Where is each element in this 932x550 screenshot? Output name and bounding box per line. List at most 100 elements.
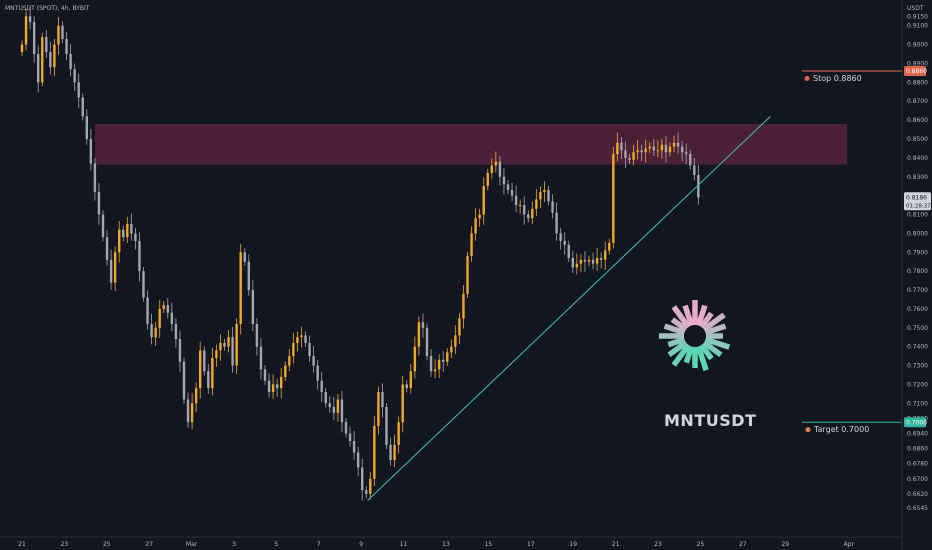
candle-body bbox=[344, 422, 348, 434]
time-tick-label: 17 bbox=[527, 541, 535, 548]
candle-body bbox=[275, 384, 279, 389]
candle-body bbox=[450, 346, 453, 353]
candle bbox=[239, 243, 242, 335]
candle bbox=[405, 380, 408, 393]
price-tick-label: 0.6780 bbox=[907, 461, 928, 468]
candle-body bbox=[442, 359, 445, 362]
candle-body bbox=[555, 212, 558, 234]
candle-body bbox=[498, 161, 502, 177]
candle bbox=[421, 313, 425, 338]
candle bbox=[676, 132, 680, 154]
candle-body bbox=[154, 327, 157, 338]
candle-body bbox=[446, 352, 449, 362]
price-tick-label: 0.8100 bbox=[907, 212, 928, 219]
candle bbox=[640, 144, 643, 161]
candle-body bbox=[89, 138, 93, 164]
candle-body bbox=[648, 146, 651, 149]
candle bbox=[69, 43, 72, 77]
stop-icon bbox=[804, 76, 810, 82]
candle-body bbox=[393, 444, 396, 460]
candle-body bbox=[231, 337, 234, 366]
candle bbox=[28, 6, 32, 30]
candle bbox=[356, 446, 360, 477]
candle-body bbox=[77, 82, 80, 98]
candle bbox=[344, 418, 348, 438]
stop-level-label: Stop 0.8860 bbox=[813, 74, 862, 83]
time-axis: 21 23 25 27 Mar 3 5 7 9 11 13 15 17 19 21 23 25 27 29 Apr bbox=[18, 541, 854, 548]
candle-body bbox=[494, 161, 498, 166]
candle bbox=[284, 361, 287, 382]
candle-body bbox=[478, 214, 481, 219]
candle-body bbox=[101, 214, 105, 238]
candle-body bbox=[563, 240, 566, 245]
candle bbox=[531, 201, 534, 224]
candle bbox=[288, 348, 291, 372]
candle-body bbox=[85, 116, 88, 139]
candle bbox=[486, 168, 489, 191]
logo-segment bbox=[667, 336, 686, 348]
candle bbox=[385, 402, 388, 450]
candle-body bbox=[689, 154, 692, 166]
target-price-badge bbox=[904, 417, 926, 428]
candle-body bbox=[547, 189, 550, 202]
candle-body bbox=[32, 21, 36, 55]
candle bbox=[567, 240, 570, 263]
candle-body bbox=[417, 322, 421, 347]
candle-body bbox=[685, 152, 688, 155]
last-price-label: 0.8186 bbox=[906, 194, 927, 201]
candle-body bbox=[490, 165, 493, 173]
candle bbox=[32, 16, 36, 63]
candle bbox=[535, 189, 538, 217]
candle bbox=[446, 348, 449, 366]
target-level-label: Target 0.7000 bbox=[813, 425, 869, 434]
candle-body bbox=[288, 356, 291, 366]
candle bbox=[689, 149, 692, 170]
candle-body bbox=[458, 318, 461, 336]
candle bbox=[632, 145, 635, 166]
candle bbox=[162, 300, 165, 314]
candle-body bbox=[523, 205, 526, 215]
price-tick-label: 0.8900 bbox=[907, 60, 928, 67]
candle-body bbox=[158, 308, 161, 328]
candle-body bbox=[640, 150, 643, 153]
candle bbox=[624, 141, 627, 169]
candle-body bbox=[583, 259, 587, 262]
candle bbox=[138, 232, 141, 282]
price-tick-label: 0.6620 bbox=[907, 491, 928, 498]
candle bbox=[105, 229, 109, 266]
candle-body bbox=[93, 163, 97, 192]
candle-body bbox=[126, 223, 129, 238]
candle-body bbox=[308, 342, 311, 357]
candle bbox=[563, 232, 566, 255]
candle bbox=[498, 155, 502, 186]
logo-segment bbox=[704, 323, 727, 336]
candle bbox=[316, 359, 319, 390]
time-tick-label: 23 bbox=[61, 541, 69, 548]
candle-body bbox=[608, 242, 611, 251]
candle-body bbox=[571, 257, 574, 268]
candle-body bbox=[304, 335, 307, 343]
candle bbox=[373, 415, 376, 487]
candle bbox=[134, 227, 137, 250]
candle-body bbox=[514, 195, 518, 206]
candle bbox=[118, 220, 121, 263]
logo-segment bbox=[695, 345, 709, 372]
candle-body bbox=[474, 218, 477, 234]
candle bbox=[211, 347, 214, 396]
candle bbox=[381, 383, 384, 418]
support-trendline[interactable] bbox=[367, 115, 771, 501]
candle-body bbox=[486, 172, 489, 187]
resistance-zone bbox=[95, 123, 847, 165]
target-price-badge-label: 0.7000 bbox=[906, 419, 927, 426]
candlestick-series bbox=[20, 6, 700, 501]
candle bbox=[389, 437, 392, 466]
candle bbox=[409, 364, 412, 394]
candle bbox=[612, 146, 615, 249]
candle-body bbox=[502, 176, 506, 185]
candle bbox=[53, 38, 56, 76]
candle-body bbox=[247, 261, 250, 291]
time-tick-label: 15 bbox=[485, 541, 493, 548]
candle-body bbox=[138, 240, 141, 272]
candle-body bbox=[53, 44, 56, 68]
